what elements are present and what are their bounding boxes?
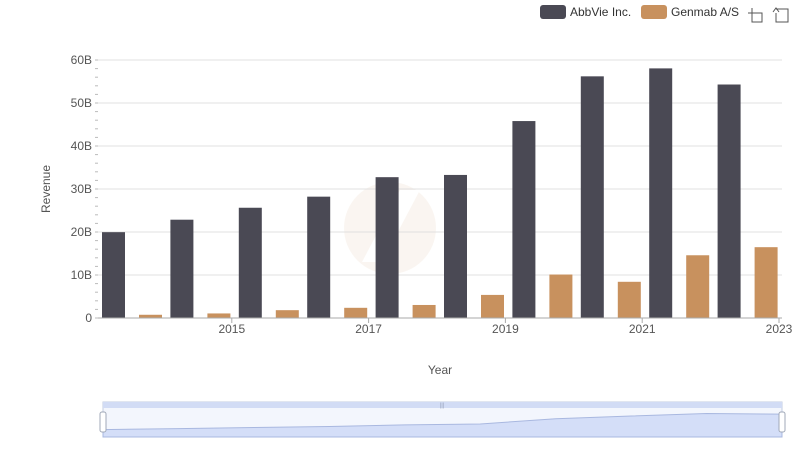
bar-genmab-2016[interactable] xyxy=(275,310,299,318)
slider-handle-right[interactable] xyxy=(778,411,786,433)
bar-abbvie-2016[interactable] xyxy=(238,207,262,318)
x-tick-label: 2023 xyxy=(766,322,793,336)
legend-item-abbvie[interactable]: AbbVie Inc. xyxy=(540,5,631,19)
bar-genmab-2023[interactable] xyxy=(754,247,778,318)
bar-abbvie-2020[interactable] xyxy=(512,121,536,318)
x-tick-label: 2021 xyxy=(629,322,656,336)
y-tick-label: 50B xyxy=(71,96,92,110)
grid-lines xyxy=(98,59,782,276)
bars xyxy=(102,68,778,318)
legend-label-abbvie: AbbVie Inc. xyxy=(570,5,631,19)
zoom-reset-icon[interactable] xyxy=(772,7,789,23)
slider-grip: ||| xyxy=(440,403,445,409)
x-tick-label: 2019 xyxy=(492,322,519,336)
bar-genmab-2014[interactable] xyxy=(139,314,162,318)
legend-swatch-abbvie xyxy=(540,5,566,19)
y-minor-ticks xyxy=(95,59,98,319)
bar-abbvie-2015[interactable] xyxy=(170,219,194,318)
data-zoom-slider[interactable]: ||| xyxy=(99,401,786,438)
y-tick-label: 30B xyxy=(71,182,92,196)
bar-genmab-2017[interactable] xyxy=(344,307,368,318)
zoom-select-icon[interactable] xyxy=(748,8,763,23)
bar-genmab-2019[interactable] xyxy=(481,294,504,318)
y-tick-label: 40B xyxy=(71,139,92,153)
legend-swatch-genmab xyxy=(641,5,667,19)
bar-genmab-2022[interactable] xyxy=(686,255,710,318)
bar-genmab-2021[interactable] xyxy=(617,281,641,318)
legend: AbbVie Inc. Genmab A/S xyxy=(540,5,739,19)
bar-abbvie-2018[interactable] xyxy=(375,177,399,318)
x-tick-label: 2017 xyxy=(355,322,382,336)
x-axis-title: Year xyxy=(428,363,452,377)
y-tick-label: 0 xyxy=(85,311,92,325)
bar-abbvie-2017[interactable] xyxy=(307,196,331,318)
bar-genmab-2018[interactable] xyxy=(412,304,436,318)
slider-top-bar xyxy=(103,402,782,408)
x-tick-label: 2015 xyxy=(218,322,245,336)
legend-item-genmab[interactable]: Genmab A/S xyxy=(641,5,739,19)
y-tick-label: 60B xyxy=(71,53,92,67)
y-axis-title: Revenue xyxy=(39,165,53,213)
x-axis-labels: 2015 2017 2019 2021 2023 xyxy=(218,318,793,336)
legend-label-genmab: Genmab A/S xyxy=(671,5,739,19)
bar-abbvie-2019[interactable] xyxy=(444,174,467,318)
bar-genmab-2020[interactable] xyxy=(549,274,573,318)
bar-abbvie-2023[interactable] xyxy=(717,84,741,318)
bar-genmab-2015[interactable] xyxy=(207,313,231,318)
y-tick-label: 20B xyxy=(71,225,92,239)
slider-handle-left[interactable] xyxy=(99,411,107,433)
bar-abbvie-2022[interactable] xyxy=(649,68,673,318)
bar-abbvie-2014[interactable] xyxy=(102,232,125,318)
y-axis-labels: 0 10B 20B 30B 40B 50B 60B xyxy=(71,53,93,325)
y-tick-label: 10B xyxy=(71,268,92,282)
bar-abbvie-2021[interactable] xyxy=(580,76,604,318)
